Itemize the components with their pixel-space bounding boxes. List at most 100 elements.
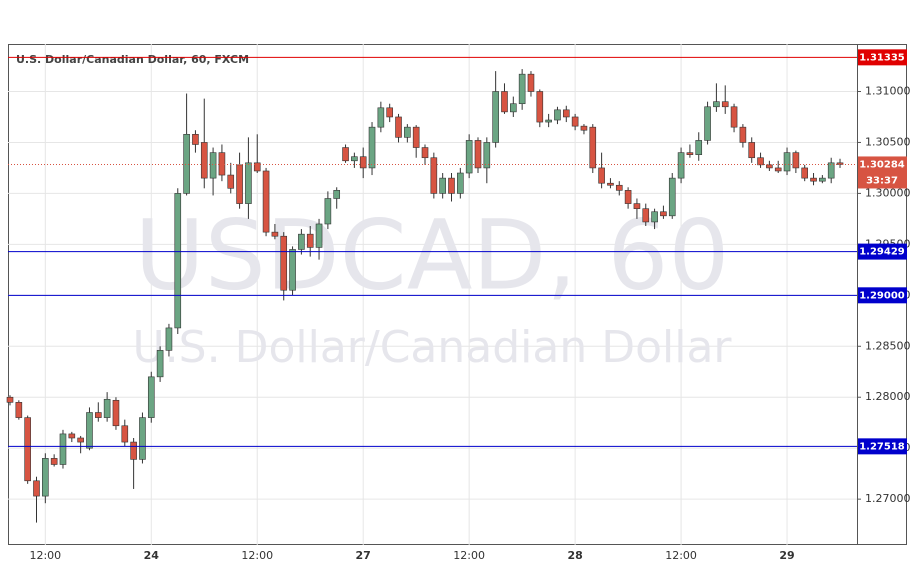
- candle-body: [792, 152, 800, 169]
- candle-body: [368, 126, 376, 169]
- candle-body: [739, 126, 747, 143]
- candle-body: [668, 177, 676, 217]
- candle-body: [333, 190, 341, 199]
- level-label: 1.31335: [859, 52, 905, 63]
- last-price-label: 1.30284: [859, 159, 905, 170]
- candle-body: [430, 157, 438, 194]
- x-tick-label: 24: [144, 549, 160, 562]
- candle-body: [545, 119, 552, 123]
- candle-body: [24, 417, 31, 482]
- y-tick-label: 1.31000: [865, 84, 911, 97]
- level-label: 1.27518: [859, 441, 905, 452]
- candle-body: [121, 425, 129, 443]
- y-tick-label: 1.30000: [865, 186, 911, 199]
- candle-body: [730, 106, 738, 128]
- candle-body: [59, 433, 67, 465]
- y-tick-label: 1.27000: [865, 492, 911, 505]
- watermark-subtitle: U.S. Dollar/Canadian Dollar: [132, 322, 732, 373]
- candle-body: [192, 133, 199, 145]
- candle-body: [218, 152, 226, 176]
- candle-body: [589, 126, 597, 169]
- candle-body: [615, 184, 623, 191]
- candle-body: [774, 167, 782, 172]
- candle-body: [801, 167, 809, 179]
- candle-body: [598, 167, 605, 184]
- chart-title: U.S. Dollar/Canadian Dollar, 60, FXCM: [16, 53, 249, 66]
- watermark: USDCAD, 60: [135, 199, 730, 311]
- x-tick-label: 12:00: [665, 549, 697, 562]
- candle-body: [483, 142, 491, 169]
- level-badge: [858, 287, 907, 304]
- candle-body: [342, 147, 349, 162]
- candle-body: [412, 126, 420, 148]
- candle-body: [624, 190, 632, 204]
- y-tick-label: 1.28500: [865, 339, 911, 352]
- candle-body: [536, 91, 544, 123]
- candle-body: [103, 398, 111, 418]
- candle-body: [713, 101, 720, 108]
- candle-body: [642, 208, 650, 223]
- x-tick-label: 12:00: [241, 549, 273, 562]
- candle-body: [562, 109, 570, 118]
- candle-body: [633, 203, 641, 209]
- candle-body: [42, 458, 49, 497]
- candle-body: [174, 193, 182, 329]
- x-tick-label: 28: [567, 549, 582, 562]
- y-tick-label: 1.28000: [865, 390, 911, 403]
- level-label: 1.29000: [859, 290, 905, 301]
- candle-body: [386, 107, 393, 118]
- candle-body: [580, 125, 588, 131]
- candle-body: [130, 441, 137, 460]
- candle-body: [271, 231, 279, 237]
- candle-body: [165, 327, 173, 351]
- candle-body: [607, 182, 614, 186]
- candle-body: [351, 156, 358, 162]
- candle-body: [421, 147, 429, 159]
- candle-body: [757, 157, 764, 166]
- candle-body: [439, 177, 446, 194]
- candle-body: [677, 152, 685, 179]
- candle-body: [15, 402, 23, 418]
- candle-body: [474, 140, 482, 169]
- candle-body: [518, 73, 526, 105]
- candle-body: [457, 172, 464, 194]
- candle-body: [139, 417, 146, 460]
- x-tick-label: 29: [779, 549, 794, 562]
- x-tick-label: 12:00: [29, 549, 61, 562]
- candle-body: [836, 162, 844, 165]
- candle-body: [236, 164, 243, 204]
- candle-body: [704, 106, 711, 141]
- candle-body: [183, 133, 190, 194]
- candle-body: [501, 91, 508, 113]
- last-price-badge: [858, 156, 907, 189]
- candle-body: [68, 433, 76, 439]
- candle-body: [695, 140, 703, 155]
- candle-body: [6, 396, 14, 403]
- candle-body: [721, 101, 729, 108]
- candle-body: [306, 233, 314, 248]
- candle-body: [227, 174, 235, 189]
- candle-body: [359, 156, 367, 169]
- candle-body: [527, 73, 535, 92]
- candle-body: [86, 412, 93, 449]
- candle-body: [262, 170, 270, 233]
- candle-body: [395, 116, 402, 138]
- candle-body: [280, 235, 288, 291]
- candle-body: [651, 211, 658, 223]
- level-label: 1.29429: [859, 247, 905, 258]
- candle-body: [77, 437, 84, 443]
- level-badge: [858, 243, 907, 260]
- candle-body: [404, 126, 411, 138]
- candle-body: [783, 152, 791, 172]
- candle-body: [200, 142, 208, 179]
- candle-body: [209, 152, 217, 179]
- candle-body: [33, 480, 40, 497]
- candle-body: [112, 399, 120, 427]
- candle-body: [510, 103, 517, 113]
- candle-body: [253, 162, 261, 172]
- candle-body: [819, 177, 826, 182]
- candle-body: [147, 376, 155, 418]
- candle-body: [660, 211, 667, 217]
- candle-body: [245, 162, 252, 204]
